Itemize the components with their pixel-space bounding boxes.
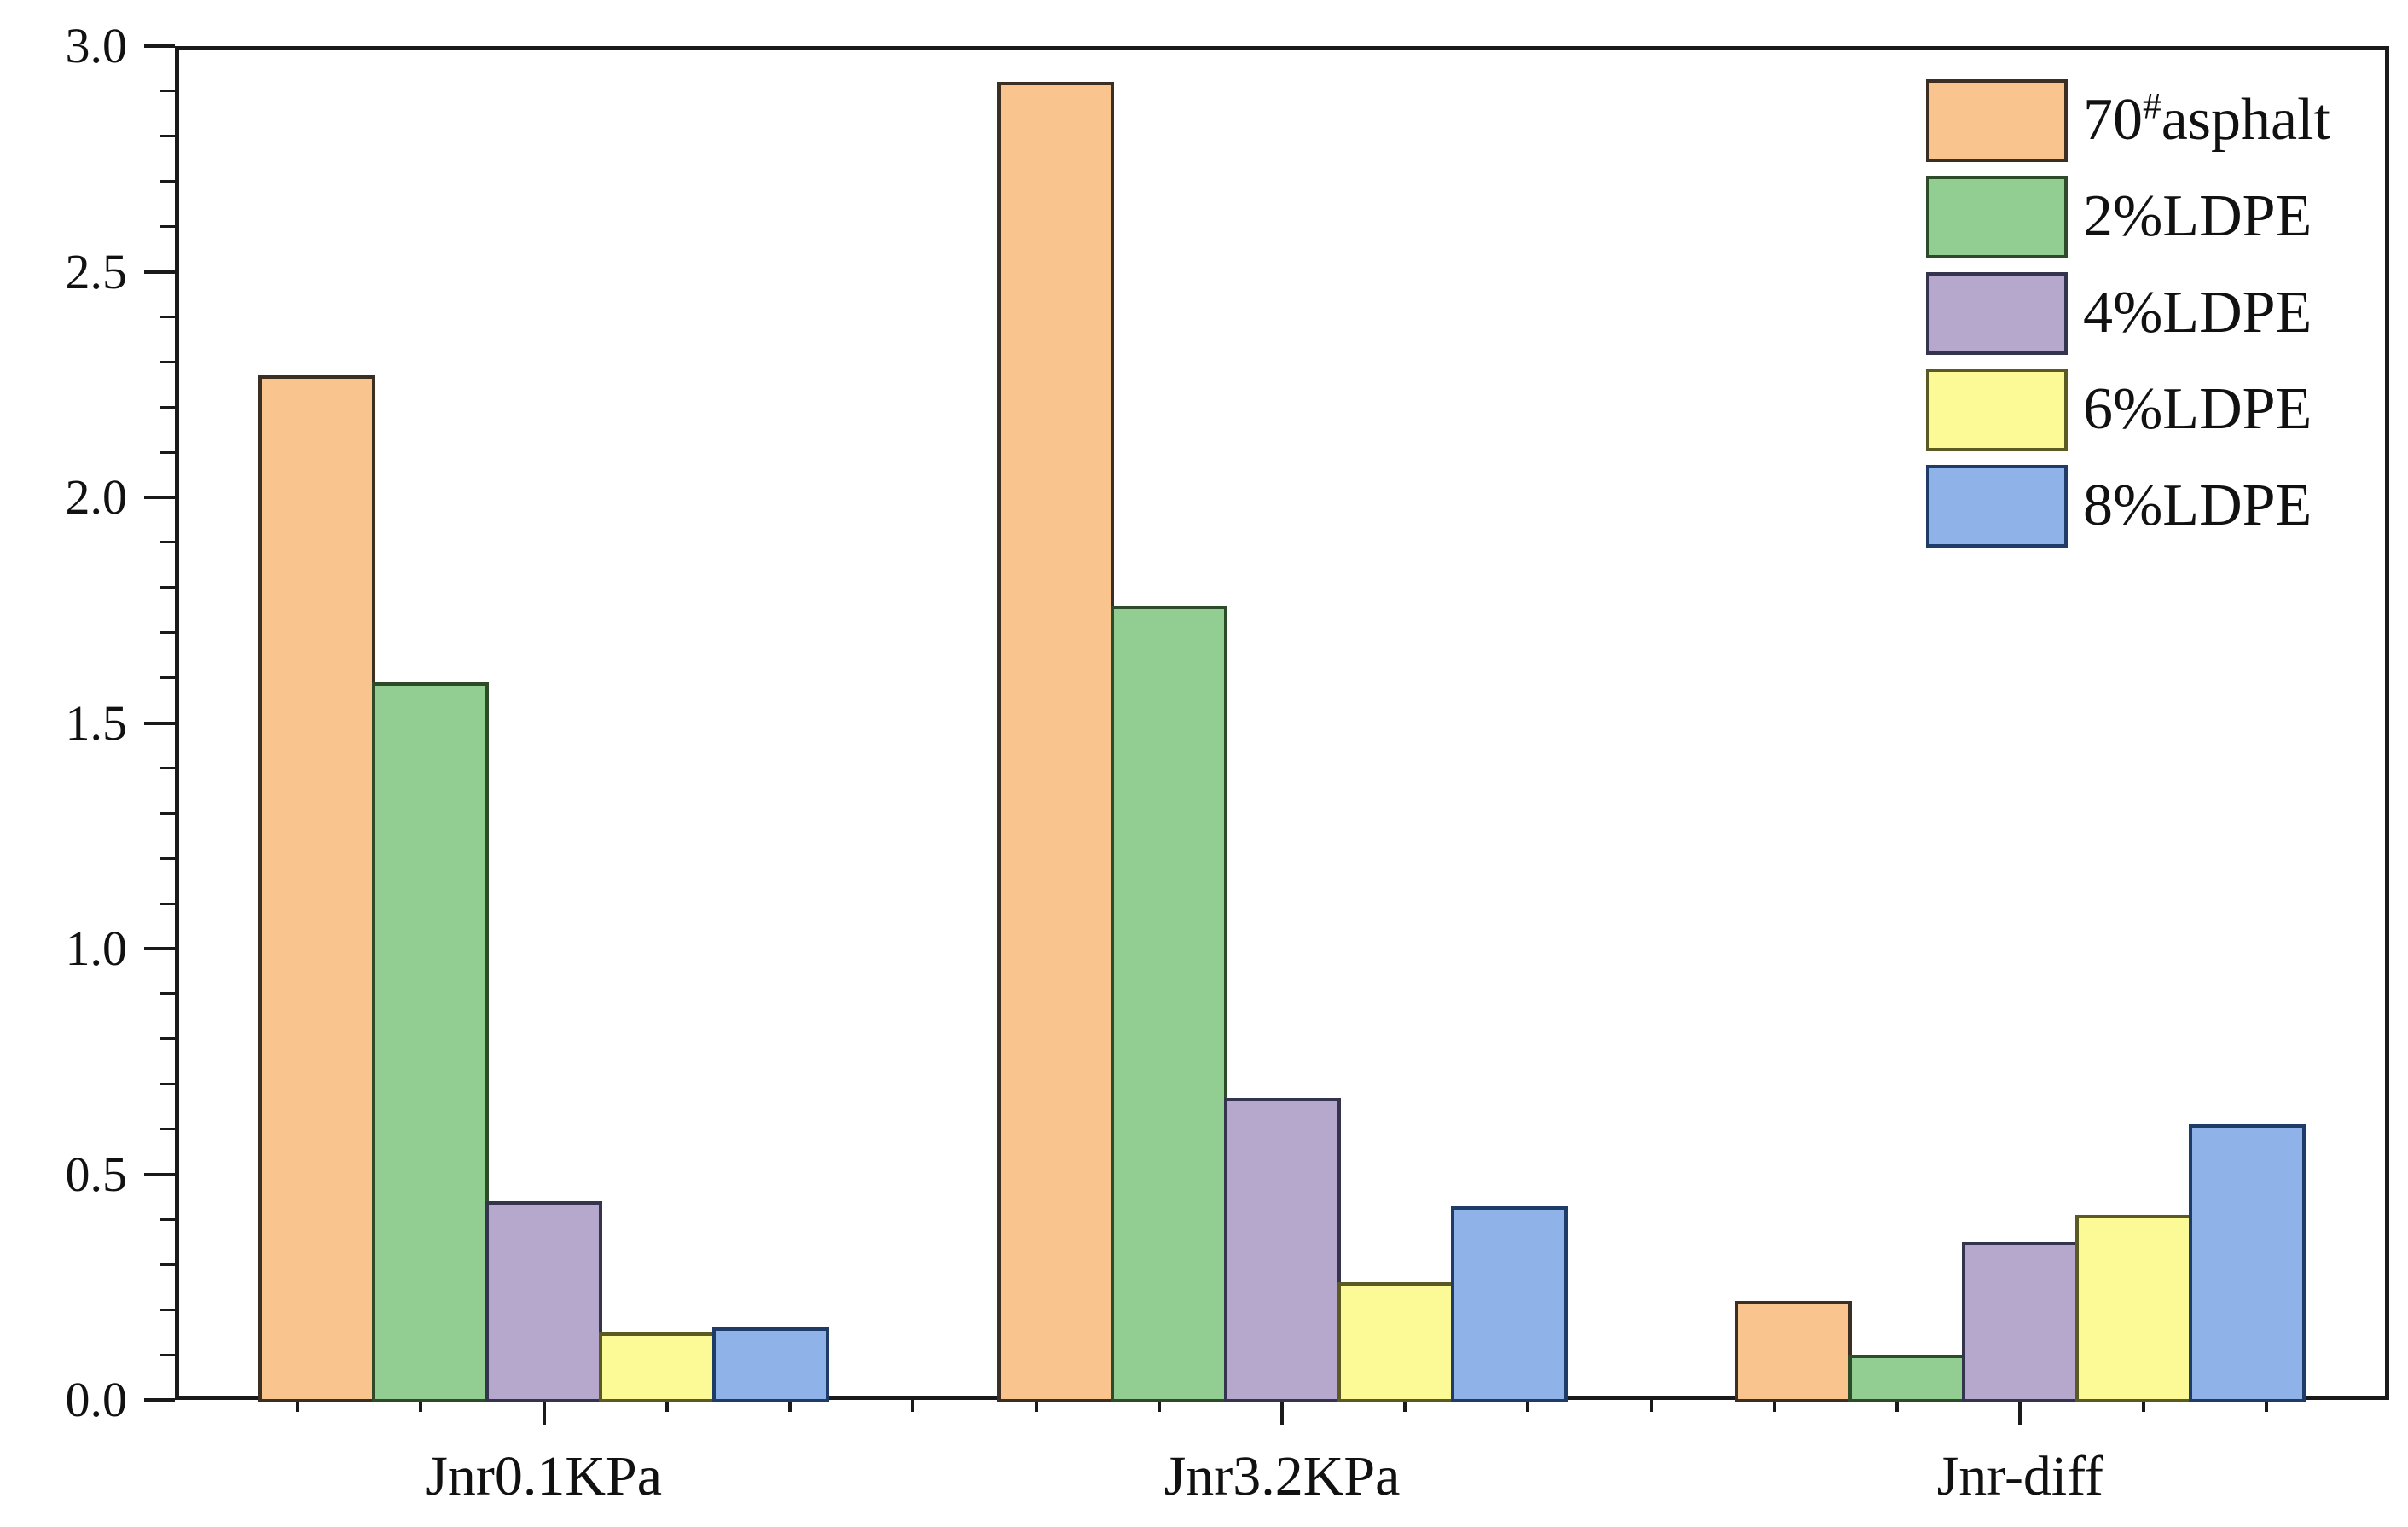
- legend-label-pre: 4%LDPE: [2083, 280, 2312, 345]
- legend-label-post: asphalt: [2161, 87, 2330, 153]
- bar-6-ldpe: [1337, 1282, 1454, 1402]
- bar-6-ldpe: [2074, 1215, 2192, 1402]
- legend-item-70-asphalt: 70#asphalt: [1926, 78, 2330, 162]
- legend-label: 6%LDPE: [2083, 368, 2312, 451]
- y-minor-tick: [160, 811, 175, 815]
- x-minor-tick: [419, 1400, 423, 1412]
- legend-item-8-ldpe: 8%LDPE: [1926, 464, 2330, 548]
- bar-2-ldpe: [372, 682, 490, 1402]
- y-minor-tick: [160, 631, 175, 635]
- bar-4-ldpe: [485, 1201, 603, 1402]
- y-minor-tick: [160, 1037, 175, 1041]
- legend-item-6-ldpe: 6%LDPE: [1926, 368, 2330, 451]
- y-major-tick: [144, 44, 175, 48]
- y-minor-tick: [160, 1217, 175, 1221]
- legend-swatch: [1926, 175, 2068, 258]
- legend-swatch: [1926, 271, 2068, 355]
- y-minor-tick: [160, 902, 175, 905]
- y-minor-tick: [160, 1263, 175, 1266]
- bar-4-ldpe: [1961, 1241, 2079, 1402]
- y-tick-label: 3.0: [65, 18, 128, 73]
- y-minor-tick: [160, 1128, 175, 1131]
- legend-swatch: [1926, 368, 2068, 451]
- x-category-label: Jnr0.1KPa: [426, 1445, 663, 1507]
- y-minor-tick: [160, 180, 175, 183]
- legend-swatch: [1926, 464, 2068, 548]
- y-minor-tick: [160, 1308, 175, 1311]
- bar-8-ldpe: [1450, 1205, 1568, 1402]
- bar-2-ldpe: [1110, 605, 1227, 1402]
- x-minor-tick: [788, 1400, 792, 1412]
- y-tick-label: 0.5: [65, 1146, 128, 1202]
- y-major-tick: [144, 721, 175, 725]
- x-minor-tick: [1649, 1400, 1653, 1412]
- legend-label-pre: 2%LDPE: [2083, 183, 2312, 249]
- y-major-tick: [144, 947, 175, 950]
- legend-label-sup: #: [2143, 85, 2161, 127]
- x-major-tick: [542, 1400, 546, 1425]
- x-minor-tick: [2141, 1400, 2145, 1412]
- y-minor-tick: [160, 766, 175, 769]
- bar-6-ldpe: [599, 1332, 717, 1402]
- x-minor-tick: [1895, 1400, 1900, 1412]
- bar-70-asphalt: [1734, 1300, 1852, 1402]
- y-minor-tick: [160, 1083, 175, 1086]
- bar-70-asphalt: [996, 82, 1114, 1402]
- legend-label-pre: 70: [2083, 87, 2143, 153]
- y-minor-tick: [160, 135, 175, 138]
- y-tick-label: 1.0: [65, 920, 128, 976]
- y-tick-label: 2.0: [65, 469, 128, 525]
- x-minor-tick: [1772, 1400, 1776, 1412]
- legend-label: 4%LDPE: [2083, 271, 2312, 355]
- legend-item-2-ldpe: 2%LDPE: [1926, 175, 2330, 258]
- legend-label: 8%LDPE: [2083, 464, 2312, 548]
- y-major-tick: [144, 1172, 175, 1176]
- y-minor-tick: [160, 992, 175, 996]
- bar-8-ldpe: [712, 1327, 830, 1402]
- x-minor-tick: [664, 1400, 669, 1412]
- y-major-tick: [144, 270, 175, 274]
- legend: 70#asphalt 2%LDPE 4%LDPE 6%LDPE 8%LDPE: [1926, 78, 2330, 548]
- y-minor-tick: [160, 450, 175, 454]
- legend-swatch: [1926, 78, 2068, 162]
- legend-label-pre: 6%LDPE: [2083, 376, 2312, 442]
- x-category-label: Jnr3.2KPa: [1163, 1445, 1401, 1507]
- y-minor-tick: [160, 1353, 175, 1356]
- x-minor-tick: [1157, 1400, 1161, 1412]
- x-minor-tick: [1034, 1400, 1038, 1412]
- x-category-label: Jnr-diff: [1936, 1445, 2104, 1507]
- y-minor-tick: [160, 90, 175, 93]
- x-minor-tick: [1526, 1400, 1530, 1412]
- bar-70-asphalt: [258, 375, 376, 1402]
- y-tick-label: 0.0: [65, 1372, 128, 1427]
- y-minor-tick: [160, 225, 175, 229]
- y-minor-tick: [160, 856, 175, 860]
- y-minor-tick: [160, 315, 175, 318]
- y-tick-label: 2.5: [65, 243, 128, 299]
- bar-2-ldpe: [1848, 1355, 1965, 1402]
- bar-8-ldpe: [2188, 1124, 2306, 1402]
- y-minor-tick: [160, 676, 175, 680]
- legend-label: 70#asphalt: [2083, 78, 2330, 162]
- legend-label-pre: 8%LDPE: [2083, 473, 2312, 538]
- y-tick-label: 1.5: [65, 694, 128, 751]
- x-minor-tick: [296, 1400, 300, 1412]
- x-major-tick: [1280, 1400, 1284, 1425]
- y-major-tick: [144, 496, 175, 499]
- y-minor-tick: [160, 586, 175, 589]
- bar-4-ldpe: [1223, 1097, 1341, 1402]
- legend-item-4-ldpe: 4%LDPE: [1926, 271, 2330, 355]
- y-minor-tick: [160, 360, 175, 363]
- legend-label: 2%LDPE: [2083, 175, 2312, 258]
- x-minor-tick: [2264, 1400, 2268, 1412]
- x-minor-tick: [1403, 1400, 1407, 1412]
- y-minor-tick: [160, 405, 175, 409]
- x-major-tick: [2018, 1400, 2022, 1425]
- x-minor-tick: [911, 1400, 915, 1412]
- y-major-tick: [144, 1398, 175, 1402]
- y-minor-tick: [160, 541, 175, 544]
